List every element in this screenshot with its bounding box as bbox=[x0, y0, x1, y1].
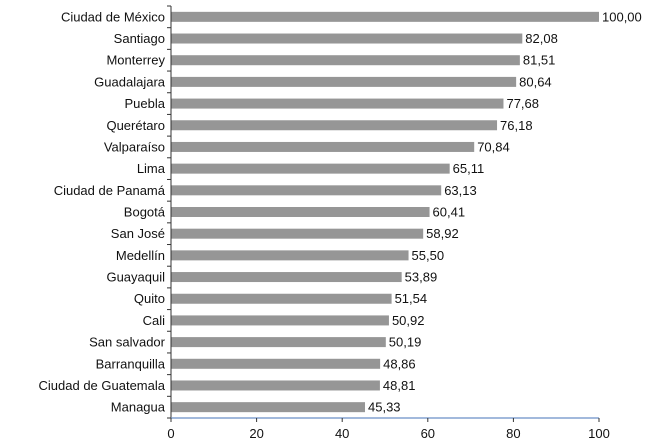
bar bbox=[171, 207, 430, 217]
x-tick-label: 60 bbox=[421, 426, 435, 441]
axes bbox=[167, 5, 599, 419]
bars-group bbox=[171, 11, 599, 413]
category-label: Barranquilla bbox=[96, 356, 166, 371]
x-tick-label: 100 bbox=[588, 426, 610, 441]
value-label: 81,51 bbox=[523, 53, 556, 68]
bar bbox=[171, 315, 389, 326]
category-label: San José bbox=[111, 226, 165, 241]
value-label: 80,64 bbox=[519, 74, 552, 89]
bar bbox=[171, 120, 498, 131]
x-tick-label: 20 bbox=[249, 426, 263, 441]
bar bbox=[171, 272, 402, 283]
bar bbox=[171, 163, 450, 174]
bar bbox=[171, 380, 380, 391]
value-label: 82,08 bbox=[525, 31, 558, 46]
bar bbox=[171, 33, 523, 44]
value-label: 45,33 bbox=[368, 400, 401, 415]
value-label: 58,92 bbox=[426, 226, 459, 241]
bar bbox=[171, 293, 392, 304]
category-label: Monterrey bbox=[106, 53, 165, 68]
bar bbox=[171, 141, 475, 152]
value-label: 60,41 bbox=[433, 205, 466, 220]
value-label: 48,81 bbox=[383, 378, 416, 393]
value-label: 48,86 bbox=[383, 356, 416, 371]
category-label: Valparaíso bbox=[104, 139, 165, 154]
category-label: Cali bbox=[143, 313, 166, 328]
value-label: 70,84 bbox=[477, 139, 510, 154]
x-tick-label: 80 bbox=[506, 426, 520, 441]
bar bbox=[171, 55, 520, 66]
value-label: 76,18 bbox=[500, 118, 533, 133]
category-label: Puebla bbox=[125, 96, 166, 111]
category-label: Managua bbox=[111, 400, 166, 415]
value-label: 53,89 bbox=[405, 270, 438, 285]
value-label: 50,19 bbox=[389, 335, 422, 350]
x-ticks: 0 20 40 60 80 100 bbox=[167, 418, 610, 441]
value-labels: 100,00 82,08 81,51 80,64 77,68 76,18 70,84 65,1… bbox=[368, 9, 642, 414]
category-label: Ciudad de Panamá bbox=[54, 183, 166, 198]
bar bbox=[171, 402, 366, 413]
category-label: Lima bbox=[137, 161, 166, 176]
x-tick-label: 0 bbox=[167, 426, 174, 441]
category-label: Bogotá bbox=[124, 205, 166, 220]
value-label: 51,54 bbox=[395, 291, 428, 306]
value-label: 63,13 bbox=[444, 183, 477, 198]
bar bbox=[171, 11, 599, 22]
category-label: Ciudad de Guatemala bbox=[39, 378, 166, 393]
value-label: 77,68 bbox=[506, 96, 539, 111]
category-label: Querétaro bbox=[106, 118, 165, 133]
bar bbox=[171, 358, 381, 369]
bar bbox=[171, 98, 504, 109]
value-label: 65,11 bbox=[453, 161, 485, 176]
category-label: Guayaquil bbox=[106, 270, 165, 285]
value-label: 50,92 bbox=[392, 313, 425, 328]
bar bbox=[171, 250, 409, 261]
value-label: 100,00 bbox=[602, 9, 642, 24]
category-label: Santiago bbox=[114, 31, 165, 46]
category-label: Guadalajara bbox=[94, 74, 166, 89]
bar bbox=[171, 76, 517, 87]
category-label: Medellín bbox=[116, 248, 165, 263]
category-label: Quito bbox=[134, 291, 165, 306]
category-label: Ciudad de México bbox=[61, 9, 165, 24]
category-labels: Ciudad de México Santiago Monterrey Guadala… bbox=[39, 9, 166, 414]
bar bbox=[171, 337, 386, 348]
category-label: San salvador bbox=[89, 335, 166, 350]
bar bbox=[171, 228, 424, 239]
bar bbox=[171, 185, 442, 196]
x-tick-label: 40 bbox=[335, 426, 349, 441]
value-label: 55,50 bbox=[412, 248, 445, 263]
